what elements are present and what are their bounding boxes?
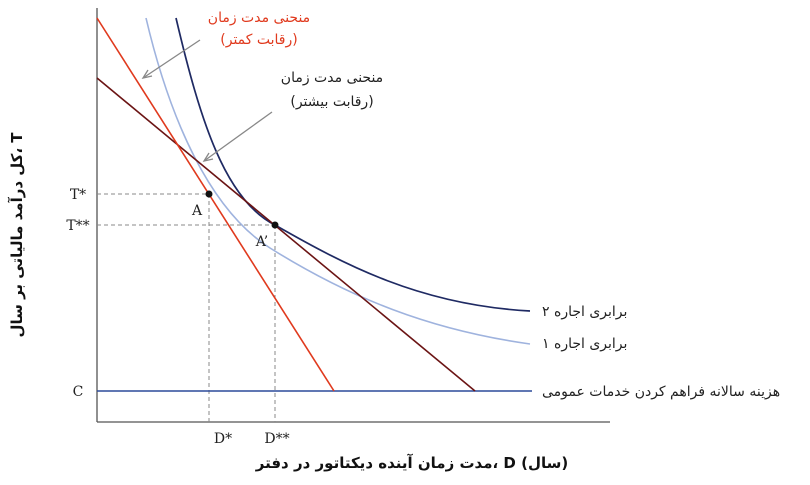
label-c: C [73,384,84,400]
annotation-less-competition-line1: منحنی مدت زمان [208,10,310,26]
label-d-double-star: D** [264,431,289,447]
rent-equal-2-curve [175,17,531,312]
y-axis-title: کل درآمد مالیاتی بر سال، T [8,132,26,338]
label-t-double-star: T** [66,218,89,234]
arrow-more-competition [202,111,273,162]
label-t-star: T* [70,187,86,203]
label-point-a-prime: A’ [255,234,269,250]
label-public-services-cost: هزینه سالانه فراهم کردن خدمات عمومی [542,384,780,400]
label-rent-equal-2: برابری اجاره ۲ [542,304,627,320]
annotation-more-competition-line2: (رقابت بیشتر) [290,94,373,110]
arrow-less-competition [141,39,201,79]
annotation-more-competition-line1: منحنی مدت زمان [281,70,383,86]
duration-curve-less-competition [96,17,335,392]
rent-equal-1-curve [145,17,531,345]
point-a-prime [271,221,279,229]
label-rent-equal-1: برابری اجاره ۱ [542,336,627,352]
label-d-star: D* [214,431,232,447]
x-axis-title: مدت زمان آینده دیکتاتور در دفتر، D (سال) [255,454,568,472]
point-a [205,190,213,198]
duration-curve-more-competition [96,77,476,392]
annotation-less-competition-line2: (رقابت کمتر) [220,32,297,48]
label-point-a: A [191,203,203,219]
